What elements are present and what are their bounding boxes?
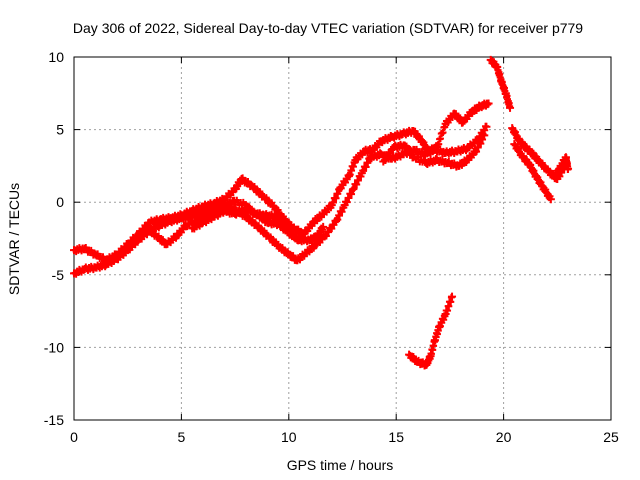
y-tick-label: -5 <box>52 267 65 283</box>
trace-marker <box>357 173 365 181</box>
trace-marker <box>330 221 338 229</box>
x-axis-label: GPS time / hours <box>287 457 394 473</box>
x-tick-label: 25 <box>603 429 619 445</box>
y-tick-label: 5 <box>56 122 64 138</box>
trace-marker <box>133 238 141 246</box>
trace-marker <box>322 232 330 240</box>
series-track-e <box>379 131 489 171</box>
series-track-d <box>188 204 328 246</box>
trace-marker <box>381 156 389 164</box>
plot-frame <box>73 56 612 421</box>
trace-marker <box>387 149 395 157</box>
x-tick-label: 5 <box>178 429 186 445</box>
y-axis-label: SDTVAR / TECUs <box>6 183 22 295</box>
series-track-g <box>508 124 570 183</box>
grid <box>74 57 611 420</box>
trace-marker <box>441 312 449 320</box>
trace-marker <box>484 101 492 109</box>
series-track-f <box>486 55 515 112</box>
trace-marker <box>328 225 336 233</box>
trace-marker <box>279 213 287 221</box>
axis-ticks: 0 5 10 15 20 25 -15 -10 -5 0 5 10 <box>44 49 619 445</box>
y-tick-label: 10 <box>48 49 64 65</box>
trace-marker <box>172 234 180 242</box>
chart-title: Day 306 of 2022, Sidereal Day-to-day VTE… <box>73 20 583 36</box>
x-tick-label: 0 <box>70 429 78 445</box>
trace-marker <box>479 131 487 139</box>
data-marks <box>70 55 573 370</box>
x-tick-label: 15 <box>388 429 404 445</box>
series-track-i <box>551 153 573 181</box>
trace-marker <box>319 226 327 234</box>
trace-marker <box>310 244 318 252</box>
y-tick-label: -15 <box>44 412 64 428</box>
trace-marker <box>544 165 552 173</box>
x-tick-label: 10 <box>281 429 297 445</box>
x-tick-label: 20 <box>496 429 512 445</box>
trace-marker <box>441 123 449 131</box>
y-tick-label: 0 <box>56 194 64 210</box>
series-track-j <box>405 292 457 370</box>
y-tick-label: -10 <box>44 339 64 355</box>
trace-marker <box>122 249 130 257</box>
trace-marker <box>546 192 554 200</box>
trace-marker <box>447 293 455 301</box>
trace-marker <box>327 204 335 212</box>
trace-marker <box>482 122 490 130</box>
trace-marker <box>506 102 514 110</box>
series-track-h <box>510 140 555 204</box>
trace-marker <box>340 204 348 212</box>
trace-marker <box>564 165 572 173</box>
